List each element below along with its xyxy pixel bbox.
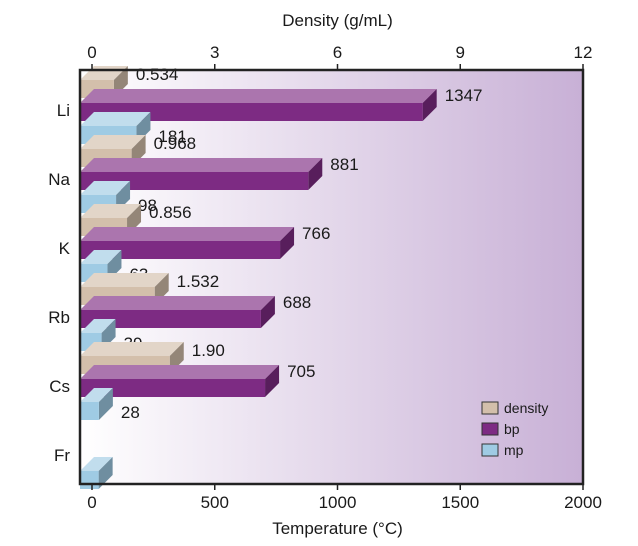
data-label-density: 1.532 — [177, 272, 220, 291]
bar-mp-top-face — [80, 112, 151, 126]
category-label: Rb — [48, 308, 70, 327]
bar-bp-top-face — [80, 296, 275, 310]
top-axis-tick-label: 9 — [456, 43, 465, 62]
legend: density bp mp — [481, 400, 548, 458]
bar-bp-side-face — [260, 296, 275, 328]
bar-mp-top-face — [80, 388, 113, 402]
bar-density-top-face — [80, 273, 169, 287]
bar-bp — [80, 158, 323, 190]
data-label-bp: 705 — [287, 362, 315, 381]
bar-mp-front-face — [80, 471, 99, 489]
bar-bp-side-face — [280, 227, 295, 259]
top-axis-tick-label: 6 — [333, 43, 342, 62]
legend-swatch-mp — [481, 443, 499, 457]
bar-density-top-face — [80, 135, 146, 149]
category-label: Li — [57, 101, 70, 120]
bottom-axis-title: Temperature (°C) — [272, 519, 403, 538]
bar-bp — [80, 365, 280, 397]
bar-bp-front-face — [80, 103, 423, 121]
bar-mp-side-face — [98, 457, 113, 489]
data-label-bp: 881 — [330, 155, 358, 174]
category-label: K — [59, 239, 71, 258]
data-label-mp: 28 — [121, 403, 140, 422]
legend-label-mp: mp — [504, 442, 524, 458]
bar-bp-front-face — [80, 241, 281, 259]
legend-swatch-density — [481, 401, 499, 415]
data-label-density: 0.534 — [136, 65, 179, 84]
bar-bp-front-face — [80, 379, 266, 397]
data-label-density: 0.968 — [154, 134, 197, 153]
legend-label-density: density — [504, 400, 548, 416]
bar-bp-top-face — [80, 227, 295, 241]
data-label-mp: 98 — [138, 196, 157, 215]
bottom-axis-tick-label: 0 — [87, 493, 96, 512]
bar-bp-side-face — [308, 158, 323, 190]
bottom-axis-tick-label: 2000 — [564, 493, 602, 512]
bar-bp-top-face — [80, 158, 323, 172]
bar-bp-side-face — [265, 365, 280, 397]
bar-mp — [80, 388, 113, 420]
bar-mp-top-face — [80, 181, 131, 195]
top-axis-tick-label: 12 — [574, 43, 593, 62]
category-label: Na — [48, 170, 70, 189]
bar-bp-top-face — [80, 89, 437, 103]
category-label: Fr — [54, 446, 70, 465]
data-label-density: 1.90 — [192, 341, 225, 360]
bar-mp-side-face — [98, 388, 113, 420]
category-label: Cs — [49, 377, 70, 396]
bottom-axis-tick-label: 1000 — [319, 493, 357, 512]
bar-bp-front-face — [80, 310, 261, 328]
bottom-axis-tick-label: 500 — [201, 493, 229, 512]
data-label-bp: 688 — [283, 293, 311, 312]
bar-bp — [80, 227, 295, 259]
data-label-mp: 181 — [158, 127, 186, 146]
data-label-density: 0.856 — [149, 203, 192, 222]
legend-label-bp: bp — [504, 421, 520, 437]
bar-bp-side-face — [422, 89, 437, 121]
bottom-axis-tick-label: 1500 — [441, 493, 479, 512]
bar-mp-top-face — [80, 250, 122, 264]
bar-density-top-face — [80, 342, 184, 356]
bar-bp — [80, 89, 437, 121]
top-axis-tick-label: 3 — [210, 43, 219, 62]
plot-frame — [78, 68, 585, 486]
bar-mp-top-face — [80, 319, 116, 333]
top-axis-title: Density (g/mL) — [282, 11, 393, 30]
bar-bp-front-face — [80, 172, 309, 190]
bar-density-top-face — [80, 204, 142, 218]
legend-swatch-bp — [481, 422, 499, 436]
data-label-bp: 766 — [302, 224, 330, 243]
bar-bp — [80, 296, 275, 328]
top-axis-tick-label: 0 — [87, 43, 96, 62]
bar-bp-top-face — [80, 365, 280, 379]
bar-mp-front-face — [80, 402, 99, 420]
bar-mp-top-face — [80, 457, 113, 471]
data-label-bp: 1347 — [445, 86, 483, 105]
